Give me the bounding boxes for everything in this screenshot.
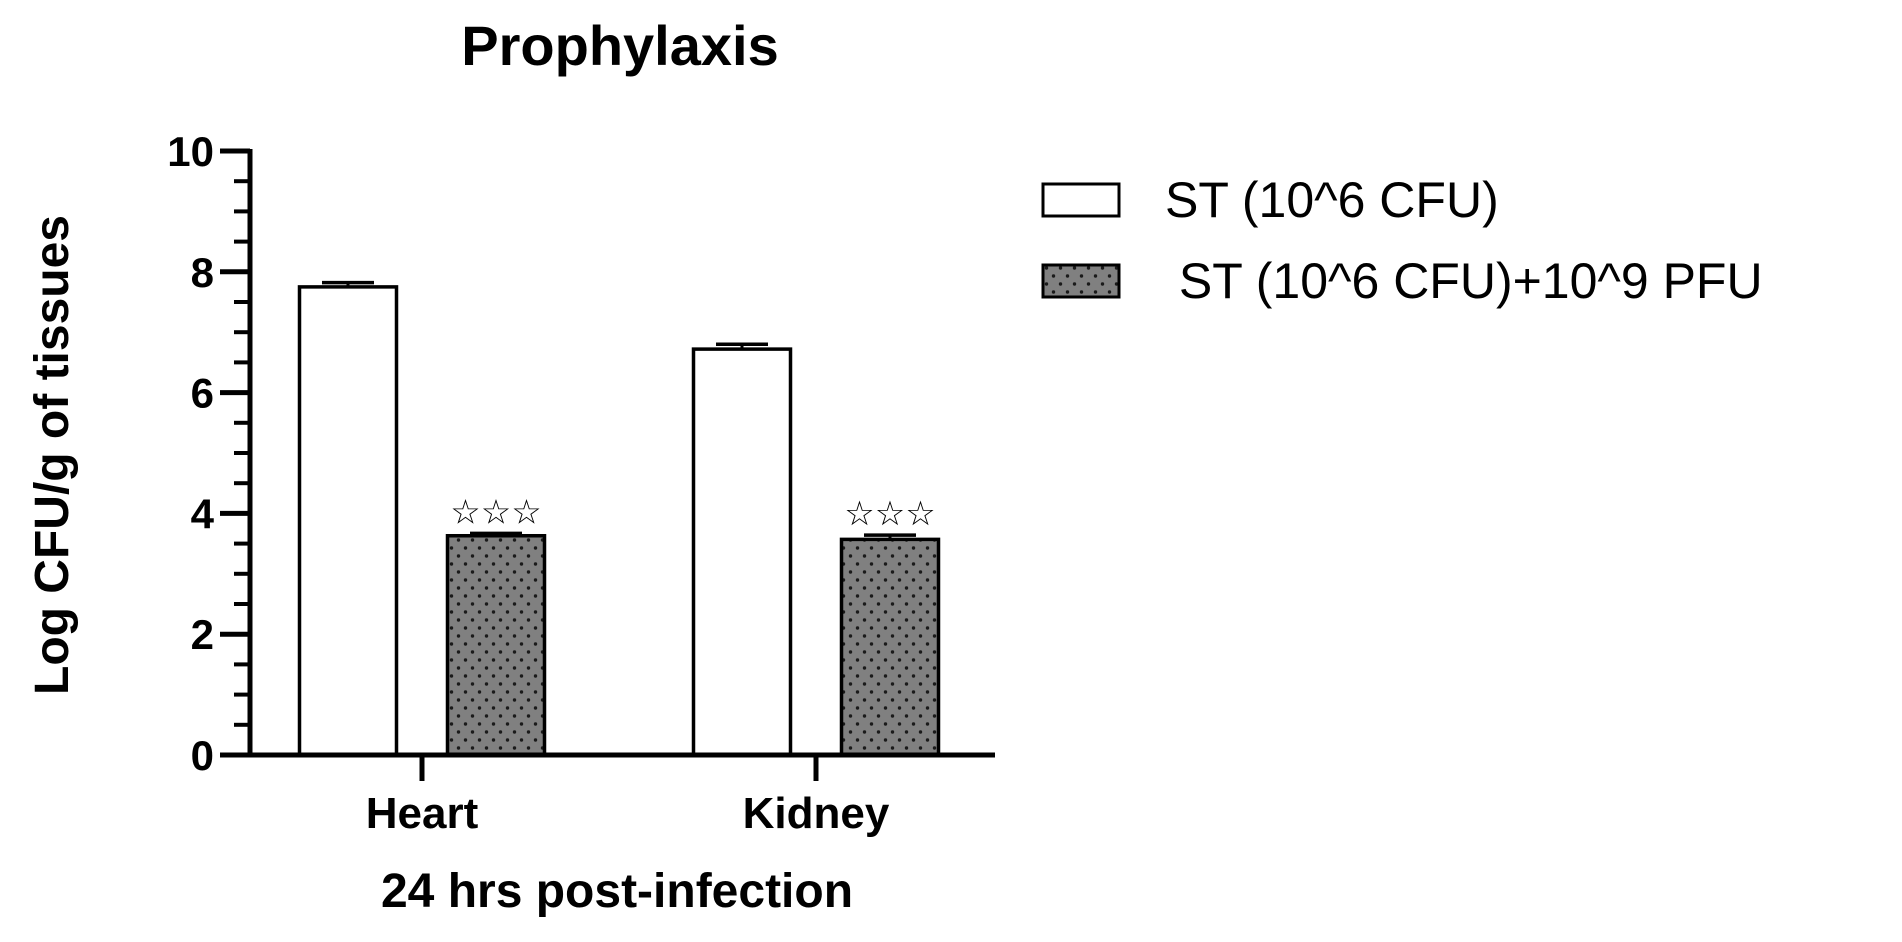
x-axis-ticks: Heart Kidney [366, 755, 890, 838]
y-tick-label: 2 [191, 611, 214, 658]
significance-marker: ☆☆☆ [450, 492, 541, 532]
x-tick-label: Kidney [743, 789, 890, 838]
bar-heart-series-1 [297, 285, 399, 757]
x-axis-label: 24 hrs post-infection [381, 865, 853, 918]
axes [247, 149, 995, 758]
legend: ST (10^6 CFU) ST (10^6 CFU)+10^9 PFU [1041, 172, 1763, 309]
legend-swatch [1041, 182, 1121, 218]
legend-label: ST (10^6 CFU)+10^9 PFU [1165, 253, 1763, 309]
legend-label: ST (10^6 CFU) [1165, 172, 1499, 228]
significance-marker: ☆☆☆ [844, 494, 935, 534]
y-axis-label: Log CFU/g of tissues [26, 215, 79, 695]
bar-kidney-series-1 [691, 347, 793, 757]
y-tick-label: 10 [167, 128, 214, 175]
chart-title: Prophylaxis [461, 14, 778, 77]
bars: ☆☆☆ ☆☆☆ [297, 280, 941, 757]
y-tick-label: 0 [191, 732, 214, 779]
y-tick-label: 6 [191, 370, 214, 417]
y-tick-label: 4 [191, 490, 215, 537]
y-tick-label: 8 [191, 249, 214, 296]
bar-kidney-series-2 [839, 537, 941, 757]
y-axis-ticks: 0 2 4 6 8 10 [167, 128, 250, 779]
bar-heart-series-2 [445, 533, 547, 757]
legend-swatch [1041, 263, 1121, 299]
x-tick-label: Heart [366, 789, 479, 838]
